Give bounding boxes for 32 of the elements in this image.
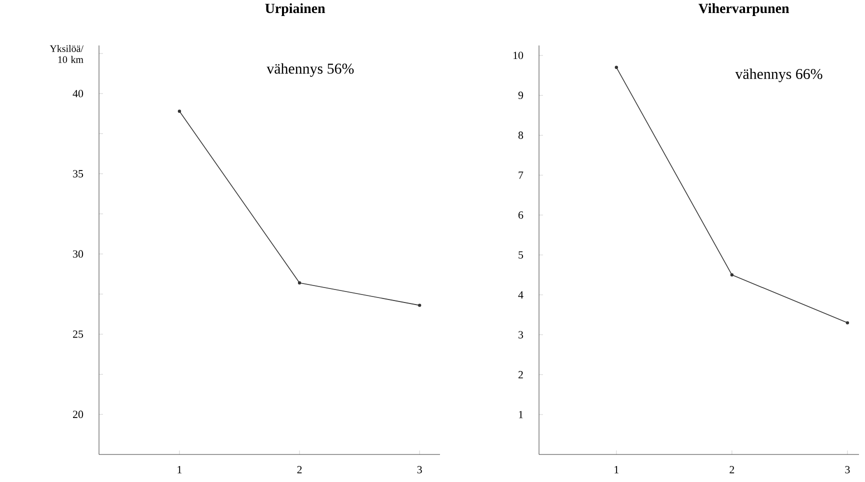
- chart-title: Urpiainen: [265, 3, 326, 16]
- annotation: vähennys 66%: [735, 68, 822, 82]
- point: [178, 109, 182, 113]
- chart-title: Vihervarpunen: [698, 3, 790, 16]
- y-tick-label: 1: [518, 410, 523, 418]
- point: [614, 66, 618, 69]
- point: [298, 281, 302, 284]
- x-tick-label: 3: [417, 466, 422, 474]
- y-tick-label: 9: [518, 91, 524, 99]
- annotation: vähennys 56%: [266, 62, 354, 77]
- y-tick-label: 2: [518, 370, 523, 378]
- y-tick-label: 8: [518, 131, 524, 139]
- point: [846, 320, 850, 324]
- x-tick-label: 2: [297, 466, 302, 474]
- point: [418, 303, 422, 307]
- x-tick-label: 3: [845, 466, 850, 474]
- x-tick-label: 2: [730, 466, 734, 474]
- y-tick-label: 20: [73, 410, 84, 418]
- y-tick-label: 10: [514, 52, 524, 59]
- y-axis-title: Yksilöä/ 10 km: [50, 44, 84, 63]
- y-tick-label: 30: [73, 250, 84, 258]
- point: [730, 273, 734, 276]
- y-tick-label: 6: [518, 211, 524, 218]
- y-tick-label: 4: [518, 291, 524, 298]
- y-tick-label: 3: [518, 330, 524, 338]
- x-tick-label: 1: [178, 466, 182, 473]
- y-tick-label: 40: [72, 90, 84, 98]
- y-tick-label: 35: [73, 170, 84, 178]
- y-tick-label: 25: [73, 330, 84, 338]
- y-tick-label: 7: [518, 171, 524, 178]
- x-tick-label: 1: [614, 466, 618, 473]
- y-tick-label: 5: [518, 251, 524, 258]
